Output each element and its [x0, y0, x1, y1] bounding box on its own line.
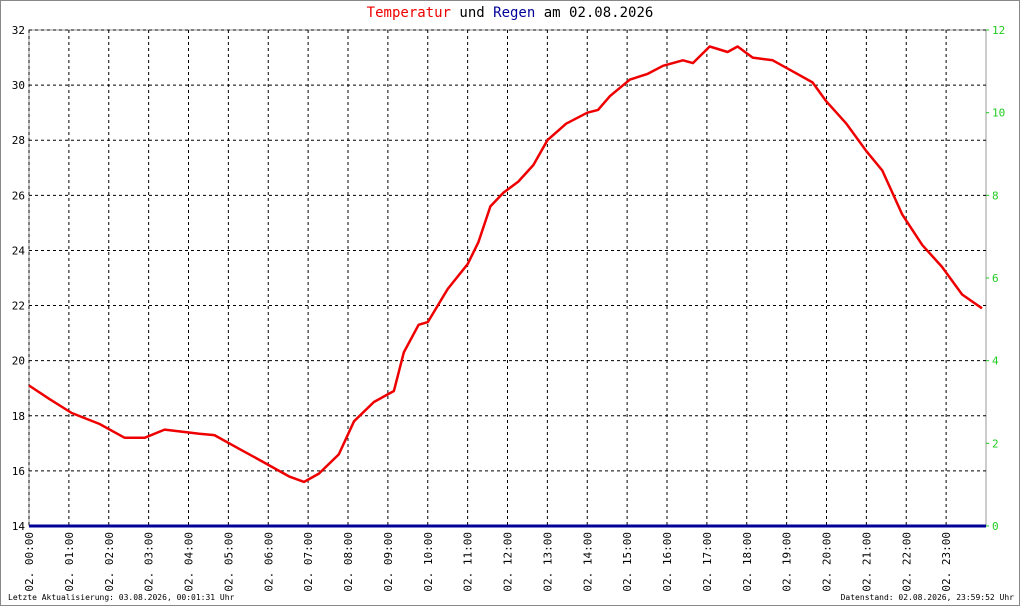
x-tick-label: 02. 00:00 [23, 532, 36, 592]
y2-tick-label: 10 [992, 107, 1005, 120]
y2-tick-label: 12 [992, 24, 1005, 37]
y-tick-label: 26 [12, 189, 25, 202]
x-tick-label: 02. 15:00 [621, 532, 634, 592]
x-tick-label: 02. 21:00 [860, 532, 873, 592]
y-tick-label: 18 [12, 410, 25, 423]
x-tick-label: 02. 13:00 [541, 532, 554, 592]
x-tick-label: 02. 08:00 [342, 532, 355, 592]
series-line [28, 45, 983, 484]
x-tick-label: 02. 12:00 [502, 532, 515, 592]
title-temp: Temperatur [367, 5, 451, 21]
x-tick-label: 02. 23:00 [940, 532, 953, 592]
y-tick-label: 16 [12, 465, 25, 478]
y2-tick-label: 6 [992, 272, 999, 285]
y2-tick-label: 4 [992, 355, 999, 368]
y-tick-label: 20 [12, 355, 25, 368]
y-tick-label: 32 [12, 24, 25, 37]
y-tick-label: 24 [12, 244, 26, 257]
title-rain: Regen [493, 5, 535, 21]
x-tick-label: 02. 07:00 [302, 532, 315, 592]
title-und: und [459, 5, 484, 21]
y2-tick-label: 2 [992, 437, 999, 450]
chart-title: Temperatur und Regen am 02.08.2026 [367, 5, 654, 21]
title-date: am 02.08.2026 [544, 5, 654, 21]
y-tick-label: 14 [12, 520, 26, 533]
x-tick-label: 02. 17:00 [701, 532, 714, 592]
x-tick-label: 02. 06:00 [262, 532, 275, 592]
x-tick-label: 02. 09:00 [382, 532, 395, 592]
x-tick-label: 02. 11:00 [462, 532, 475, 592]
x-tick-label: 02. 05:00 [222, 532, 235, 592]
x-tick-label: 02. 04:00 [183, 532, 196, 592]
y-tick-label: 30 [12, 79, 25, 92]
y-tick-label: 22 [12, 300, 25, 313]
y-tick-label: 28 [12, 134, 25, 147]
x-tick-label: 02. 01:00 [63, 532, 76, 592]
x-tick-label: 02. 16:00 [661, 532, 674, 592]
x-tick-label: 02. 18:00 [741, 532, 754, 592]
x-tick-label: 02. 02:00 [103, 532, 116, 592]
x-tick-label: 02. 22:00 [900, 532, 913, 592]
x-tick-label: 02. 14:00 [581, 532, 594, 592]
x-tick-label: 02. 03:00 [143, 532, 156, 592]
y2-tick-label: 8 [992, 189, 999, 202]
x-tick-label: 02. 19:00 [781, 532, 794, 592]
footer-left: Letzte Aktualisierung: 03.08.2026, 00:01… [8, 593, 235, 602]
y2-tick-label: 0 [992, 520, 999, 533]
x-tick-label: 02. 20:00 [821, 532, 834, 592]
footer-right: Datenstand: 02.08.2026, 23:59:52 Uhr [841, 593, 1015, 602]
x-tick-label: 02. 10:00 [422, 532, 435, 592]
